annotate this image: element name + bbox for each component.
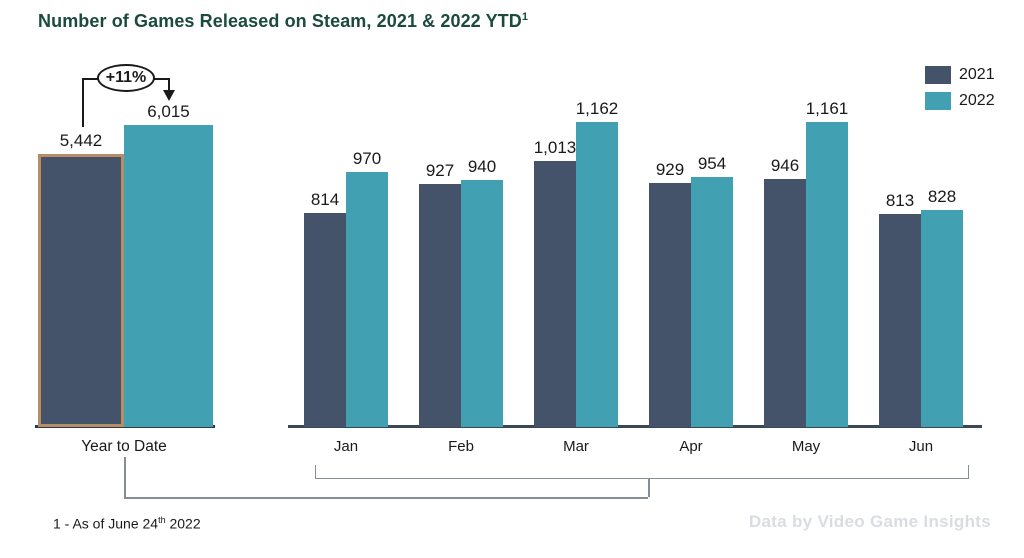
value-label-mar-2022: 1,162	[575, 99, 619, 118]
legend-item-2022: 2022	[925, 92, 995, 110]
watermark: Data by Video Game Insights	[748, 512, 991, 531]
annotation-ellipse: +11%	[97, 64, 155, 92]
bracket-ytd-horizontal-line	[124, 497, 648, 499]
value-label-may-2022: 1,161	[805, 99, 849, 118]
legend: 2021 2022	[925, 66, 995, 118]
chart-title-superscript: 1	[521, 11, 529, 23]
footnote-text: 1 - As of June 24	[53, 515, 159, 532]
bracket-ytd-vertical-line	[124, 457, 126, 498]
axis-label-year-to-date: Year to Date	[81, 438, 167, 455]
value-label-ytd-2021: 5,442	[59, 131, 103, 150]
chart-title-text: Number of Games Released on Steam, 2021 …	[38, 11, 522, 31]
footnote-text-after: 2022	[165, 515, 201, 532]
annotation-line-left-horizontal	[82, 78, 98, 80]
bar-jun-2022	[921, 210, 963, 427]
monthly-axis-line	[288, 425, 982, 428]
axis-label-feb: Feb	[448, 438, 474, 455]
axis-label-mar: Mar	[563, 438, 589, 455]
bar-ytd-2022	[124, 125, 213, 427]
value-label-mar-2021: 1,013	[533, 138, 577, 157]
bar-mar-2022	[576, 122, 618, 427]
annotation-line-left-vertical	[82, 78, 84, 127]
annotation-arrow-down-icon	[163, 90, 175, 101]
annotation-line-right-vertical	[168, 78, 170, 92]
value-label-may-2021: 946	[770, 156, 800, 175]
value-label-jun-2021: 813	[885, 191, 915, 210]
bracket-junction-line	[648, 478, 650, 497]
value-label-apr-2022: 954	[697, 154, 727, 173]
value-label-ytd-2022: 6,015	[147, 102, 190, 121]
value-label-jan-2022: 970	[352, 149, 382, 168]
bar-apr-2021	[649, 183, 691, 427]
legend-label-2021: 2021	[959, 66, 995, 83]
value-label-feb-2021: 927	[425, 161, 455, 180]
value-label-jan-2021: 814	[310, 190, 340, 209]
legend-swatch-2022-icon	[925, 92, 951, 110]
legend-swatch-2021-icon	[925, 66, 951, 84]
bar-jun-2021	[879, 214, 921, 427]
axis-label-jun: Jun	[908, 438, 934, 455]
annotation-line-right-horizontal	[154, 78, 169, 80]
bar-jan-2022	[346, 172, 388, 427]
legend-label-2022: 2022	[959, 92, 995, 109]
footnote-superscript: th	[158, 515, 166, 525]
value-label-apr-2021: 929	[655, 160, 685, 179]
value-label-jun-2022: 828	[927, 187, 957, 206]
chart-title: Number of Games Released on Steam, 2021 …	[38, 11, 528, 32]
annotation-label: +11%	[105, 69, 147, 86]
axis-label-jan: Jan	[333, 438, 359, 455]
axis-label-apr: Apr	[679, 438, 703, 455]
footnote: 1 - As of June 24th 2022	[53, 515, 201, 532]
bar-ytd-2021	[38, 154, 124, 427]
legend-item-2021: 2021	[925, 66, 995, 84]
axis-label-may: May	[791, 438, 821, 455]
bar-feb-2021	[419, 184, 461, 427]
value-label-feb-2022: 940	[467, 157, 497, 176]
bar-mar-2021	[534, 161, 576, 427]
bar-feb-2022	[461, 180, 503, 427]
months-bracket	[315, 465, 969, 479]
bar-jan-2021	[304, 213, 346, 427]
bar-may-2022	[806, 122, 848, 427]
bar-apr-2022	[691, 177, 733, 427]
bar-may-2021	[764, 179, 806, 427]
